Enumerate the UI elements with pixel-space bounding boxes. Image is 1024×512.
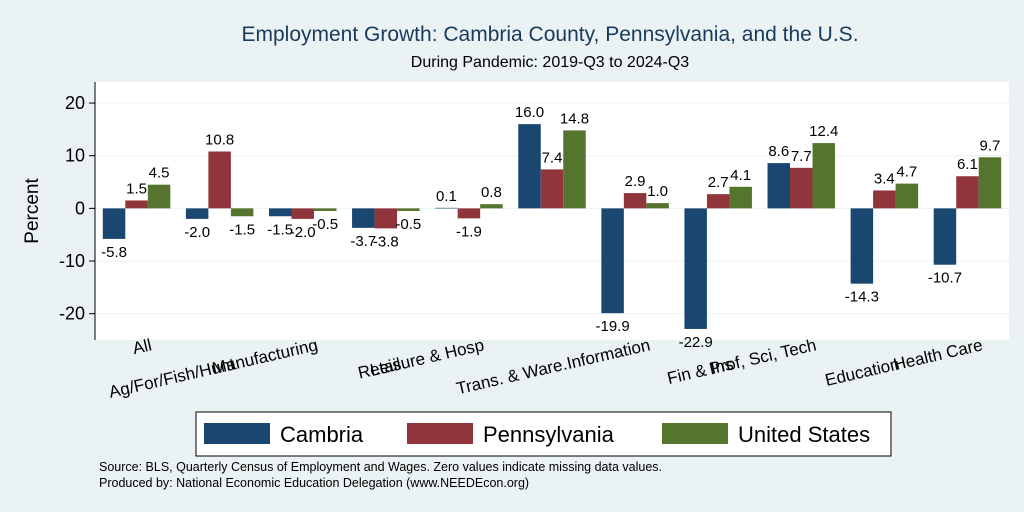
data-label: -1.9 <box>456 223 482 240</box>
chart-subtitle: During Pandemic: 2019-Q3 to 2024-Q3 <box>411 54 689 71</box>
producer-note: Produced by: National Economic Education… <box>99 476 529 490</box>
data-label: 7.4 <box>542 149 563 166</box>
y-tick-label: -20 <box>59 304 85 324</box>
bar-pennsylvania <box>125 200 148 209</box>
data-label: 1.5 <box>126 180 147 197</box>
y-tick-label: 10 <box>65 146 85 166</box>
bar-united-states <box>313 208 337 211</box>
data-label: -1.5 <box>229 221 255 238</box>
bar-cambria <box>352 208 375 228</box>
bar-pennsylvania <box>706 194 730 209</box>
data-label: 0.1 <box>436 188 457 205</box>
data-label: -22.9 <box>679 334 713 351</box>
bar-united-states <box>895 183 919 209</box>
bar-cambria <box>767 163 791 209</box>
data-label: 6.1 <box>957 156 978 173</box>
bar-pennsylvania <box>374 208 398 229</box>
data-label: -10.7 <box>928 270 962 287</box>
chart-title: Employment Growth: Cambria County, Penns… <box>241 23 858 46</box>
data-label: 10.8 <box>205 132 234 149</box>
legend-label: Cambria <box>280 422 364 447</box>
data-label: -1.5 <box>267 221 293 238</box>
data-label: 16.0 <box>515 104 544 121</box>
legend-box <box>195 411 892 457</box>
data-label: -2.0 <box>290 224 316 241</box>
bar-pennsylvania <box>873 190 896 209</box>
legend-swatch-cambria <box>204 423 270 444</box>
data-label: -5.8 <box>101 244 127 261</box>
y-tick-label: 20 <box>65 93 85 113</box>
data-label: 7.7 <box>791 148 812 165</box>
data-label: 2.7 <box>708 174 729 191</box>
bar-cambria <box>933 208 957 265</box>
bar-united-states <box>480 204 503 209</box>
data-label: -2.0 <box>184 224 210 241</box>
data-label: -19.9 <box>595 318 629 335</box>
legend-swatch-pennsylvania <box>407 423 473 444</box>
bar-cambria <box>268 208 292 217</box>
bar-pennsylvania <box>623 193 647 209</box>
legend-label: Pennsylvania <box>483 422 615 447</box>
data-label: -0.5 <box>312 216 338 233</box>
bar-series <box>102 124 1002 329</box>
bar-united-states <box>646 203 669 209</box>
bar-cambria <box>102 208 126 239</box>
bar-cambria <box>185 208 209 219</box>
bar-united-states <box>978 157 1002 209</box>
bar-united-states <box>563 130 586 209</box>
data-label: 0.8 <box>481 184 502 201</box>
bar-united-states <box>812 143 836 209</box>
data-label: -3.8 <box>373 233 399 250</box>
legend-items: Cambria Pennsylvania United States <box>204 422 870 447</box>
bar-united-states <box>397 208 420 211</box>
y-tick-label: -10 <box>59 251 85 271</box>
data-label: 12.4 <box>809 123 838 140</box>
legend-label: United States <box>738 422 870 447</box>
bar-pennsylvania <box>208 151 231 209</box>
bar-cambria <box>684 208 707 329</box>
bar-cambria <box>850 208 874 284</box>
data-label: 9.7 <box>980 137 1001 154</box>
bar-united-states <box>230 208 254 217</box>
bar-cambria <box>518 124 541 209</box>
bar-pennsylvania <box>790 167 813 209</box>
data-label: 4.7 <box>896 164 917 181</box>
y-tick-label: 0 <box>75 198 85 218</box>
category-label: All <box>131 335 154 358</box>
bar-united-states <box>729 186 752 209</box>
data-label: -0.5 <box>395 216 421 233</box>
data-label: 1.0 <box>647 183 668 200</box>
bar-pennsylvania <box>457 208 481 219</box>
data-labels: -5.81.54.5-2.010.8-1.5 -1.5-2.0-0.5-3.7-3… <box>101 104 1000 351</box>
data-label: -14.3 <box>845 289 879 306</box>
legend: Cambria Pennsylvania United States <box>195 411 892 457</box>
y-axis-label: Percent <box>22 178 43 244</box>
data-label: 3.4 <box>874 170 895 187</box>
bar-pennsylvania <box>956 176 979 209</box>
data-label: 8.6 <box>768 143 789 160</box>
y-axis-ticks: 20 10 0 -10 -20 <box>59 93 95 324</box>
data-label: 4.1 <box>730 167 751 184</box>
bar-cambria <box>601 208 624 314</box>
data-label: 14.8 <box>560 110 589 127</box>
bar-cambria <box>435 207 458 209</box>
bar-pennsylvania <box>291 208 314 219</box>
data-label: 2.9 <box>625 173 646 190</box>
data-label: 4.5 <box>149 165 170 182</box>
bar-united-states <box>147 184 171 209</box>
source-note: Source: BLS, Quarterly Census of Employm… <box>99 460 662 474</box>
data-label: -3.7 <box>350 233 376 250</box>
legend-swatch-united-states <box>662 423 728 444</box>
bar-pennsylvania <box>540 169 564 209</box>
